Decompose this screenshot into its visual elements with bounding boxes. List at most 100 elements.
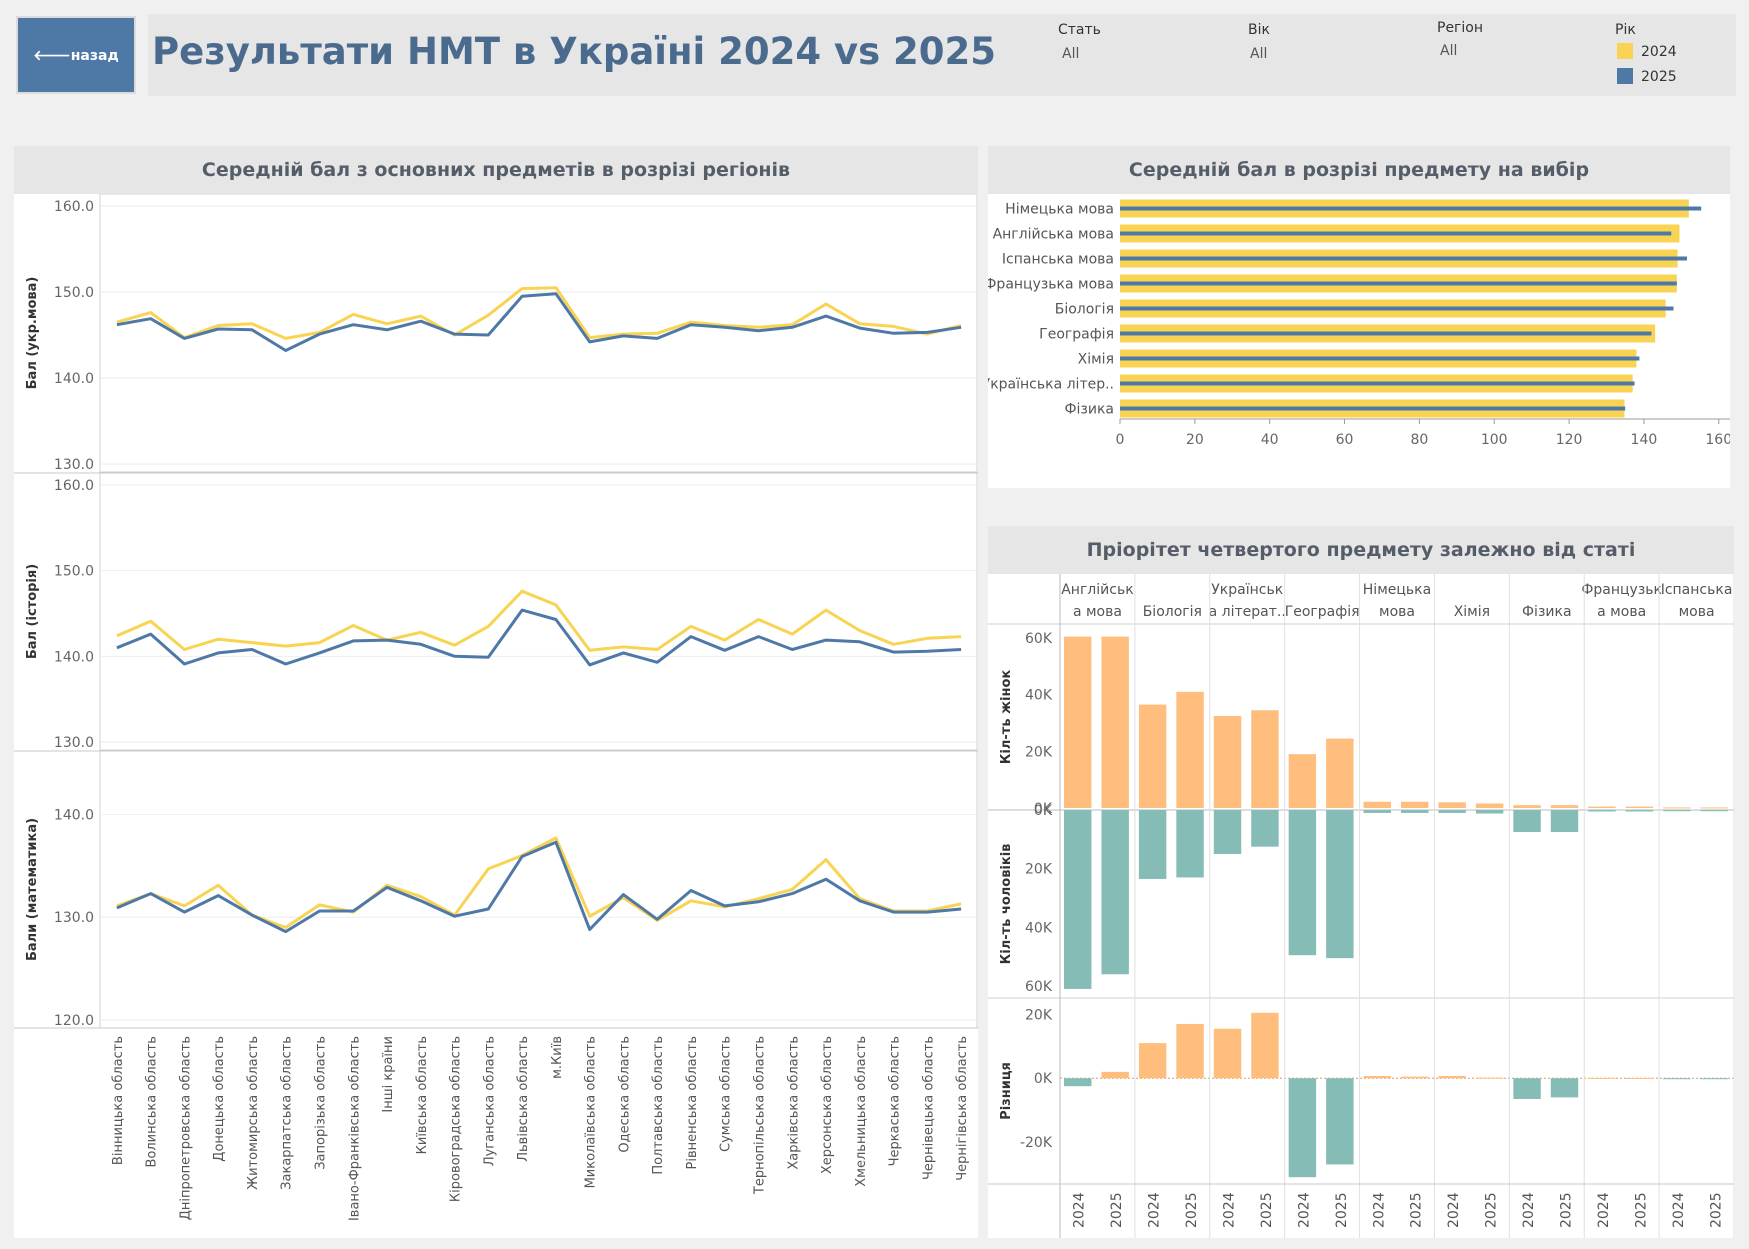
x-tick-label: Одеська область [617, 1036, 632, 1153]
filter-label-gender: Стать [1058, 22, 1101, 38]
bar-2025 [1401, 1076, 1429, 1079]
year-tick-label: 2025 [1334, 1192, 1350, 1228]
bar-2024 [1288, 810, 1317, 956]
y-tick-label: 140.0 [54, 807, 94, 823]
y-tick-label: 0K [1034, 801, 1053, 817]
x-tick-label: Чернігівська область [955, 1036, 970, 1181]
x-tick-label: Закарпатська область [280, 1036, 295, 1190]
line-panel-frame [99, 194, 978, 473]
line-panel-frame [99, 750, 978, 1029]
category-header-label: Англійськ [1061, 582, 1133, 598]
category-header-label: Українськ [1211, 582, 1283, 598]
x-tick-label: Інші країни [381, 1036, 396, 1113]
category-header-label: а мова [1073, 604, 1122, 620]
legend-label-2024[interactable]: 2024 [1641, 44, 1677, 60]
bar-2025 [1326, 738, 1354, 808]
bar-2025 [1120, 306, 1674, 311]
bar-2025 [1625, 1077, 1654, 1079]
bar-2025 [1120, 231, 1672, 236]
category-header-label: Біологія [1143, 604, 1202, 620]
bar-2025 [1176, 810, 1204, 878]
year-tick-label: 2024 [1446, 1192, 1462, 1228]
page-title: Результати НМТ в Україні 2024 vs 2025 [152, 30, 996, 73]
category-header [1060, 574, 1734, 624]
year-tick-label: 2025 [1633, 1192, 1649, 1228]
filter-value-gender[interactable]: All [1062, 46, 1080, 62]
bar-2024 [1663, 810, 1691, 812]
bar-2025 [1120, 381, 1635, 386]
filter-label-region: Регіон [1437, 20, 1484, 36]
back-button[interactable]: 🡐назад [16, 16, 136, 94]
category-label: Іспанська мова [1002, 252, 1114, 268]
category-label: Фізика [1064, 402, 1114, 418]
category-header-label: Німецька [1363, 582, 1431, 598]
series-line-2025 [116, 840, 962, 934]
legend-swatch-2024 [1617, 43, 1633, 59]
bar-2024 [1513, 810, 1541, 832]
x-tick-label: 120 [1556, 432, 1583, 448]
bar-2025 [1120, 256, 1687, 261]
bar-2024 [1663, 807, 1691, 809]
category-label: Географія [1039, 327, 1114, 343]
y-tick-label: 130.0 [54, 735, 94, 751]
year-tick-label: 2024 [1371, 1192, 1387, 1228]
y-axis-label: Бал (історія) [25, 564, 40, 659]
bar-2025 [1550, 805, 1579, 808]
category-header-label: Географія [1285, 604, 1360, 620]
x-tick-label: 80 [1410, 432, 1428, 448]
x-tick-label: Луганська область [482, 1036, 497, 1166]
x-tick-label: Харківська область [786, 1036, 801, 1170]
x-tick-label: Кіровоградська область [449, 1036, 464, 1202]
bar-2024 [1064, 636, 1092, 808]
x-tick-label: Волинська область [145, 1036, 160, 1168]
year-tick-label: 2025 [1708, 1192, 1724, 1228]
series-line-2025 [116, 292, 962, 352]
bar-2024 [1438, 810, 1466, 813]
bar-2025 [1700, 810, 1728, 812]
bar-2025 [1120, 356, 1640, 361]
category-label: Хімія [1078, 352, 1114, 368]
category-label: Англійська мова [993, 227, 1114, 243]
bar-2024 [1213, 810, 1242, 854]
x-tick-label: Тернопільська область [753, 1036, 768, 1195]
gender-bar-chart: Англійськ а мова Біологія Українськ а літера… [988, 574, 1734, 1238]
filter-value-age[interactable]: All [1250, 46, 1268, 62]
bar-2025 [1120, 281, 1677, 286]
x-tick-label: Чернівецька область [921, 1036, 936, 1180]
bar-2025 [1550, 1078, 1579, 1098]
bar-2024 [1513, 805, 1541, 808]
filter-value-region[interactable]: All [1440, 43, 1458, 59]
bar-2025 [1101, 1071, 1129, 1079]
x-tick-label: 140 [1631, 432, 1658, 448]
category-label: Французька мова [988, 277, 1114, 293]
x-tick-label: Полтавська область [651, 1036, 666, 1175]
y-tick-label: 150.0 [54, 564, 94, 580]
filter-label-age: Вік [1248, 22, 1270, 38]
x-tick-label: 20 [1186, 432, 1204, 448]
y-tick-label: 40K [1025, 920, 1053, 936]
y-tick-label: 160.0 [54, 199, 94, 215]
category-header-label: мова [1679, 604, 1715, 620]
y-tick-label: 160.0 [54, 478, 94, 494]
x-tick-label: 160 [1705, 432, 1730, 448]
legend-label-2025[interactable]: 2025 [1641, 69, 1677, 85]
y-tick-label: 140.0 [54, 371, 94, 387]
x-tick-label: Дніпропетровська область [178, 1036, 193, 1220]
bar-2024 [1213, 1028, 1242, 1079]
year-tick-label: 2025 [1184, 1192, 1200, 1228]
bar-2024 [1064, 810, 1092, 989]
category-label: Біологія [1055, 302, 1114, 318]
bar-2024 [1363, 1075, 1391, 1079]
y-tick-label: 130.0 [54, 910, 94, 926]
series-line-2024 [116, 286, 962, 340]
year-tick-label: 2025 [1109, 1192, 1125, 1228]
bar-2024 [1438, 1075, 1466, 1079]
bar-2025 [1101, 636, 1129, 808]
line-panel-frame [99, 472, 978, 751]
category-header-label: Іспанська [1661, 582, 1733, 598]
year-tick-label: 2025 [1259, 1192, 1275, 1228]
bar-2025 [1251, 1012, 1279, 1079]
y-tick-label: 150.0 [54, 285, 94, 301]
x-tick-label: Сумська область [719, 1036, 734, 1152]
x-tick-label: Миколаївська область [584, 1036, 599, 1188]
